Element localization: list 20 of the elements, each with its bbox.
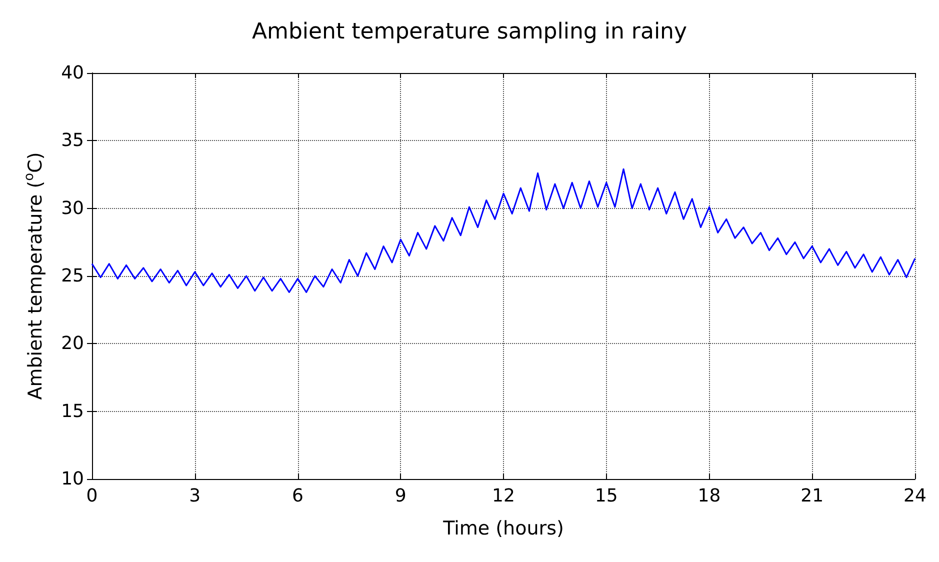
- y-tick-label: 30: [61, 198, 84, 219]
- y-tick-label: 25: [61, 266, 84, 286]
- x-tick-label: 12: [492, 486, 515, 506]
- y-tick-label: 10: [61, 468, 84, 490]
- y-tick-label: 40: [61, 62, 84, 84]
- y-tick-label: 35: [61, 130, 84, 152]
- y-tick-label: 15: [61, 400, 84, 422]
- x-tick-label: 18: [698, 486, 721, 506]
- x-tick-label: 9: [394, 486, 406, 506]
- line-series: [91, 168, 916, 293]
- x-tick-label: 6: [292, 486, 304, 506]
- y-tick-label: 20: [61, 333, 84, 354]
- x-tick-label: 15: [594, 486, 618, 506]
- chart-title: Ambient temperature sampling in rainy: [252, 20, 688, 44]
- x-axis-title: Time (hours): [442, 518, 564, 540]
- x-tick-label: 0: [86, 486, 98, 506]
- x-tick-label: 24: [904, 486, 926, 506]
- x-tick-label: 21: [800, 486, 824, 506]
- y-axis-title: Ambient temperature (oC): [22, 152, 46, 400]
- x-tick-label: 3: [189, 486, 201, 506]
